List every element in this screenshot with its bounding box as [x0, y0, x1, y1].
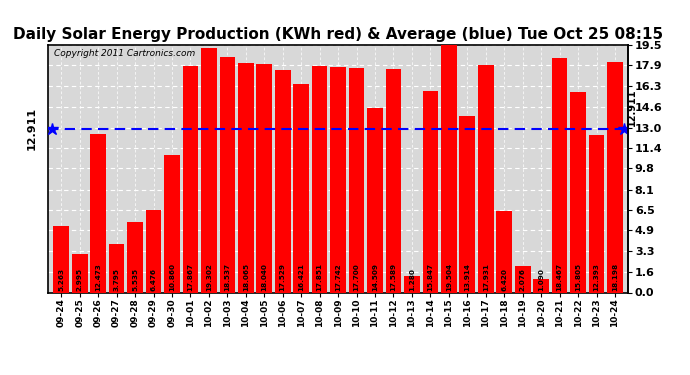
Bar: [348, 68, 364, 292]
Text: 15.805: 15.805: [575, 262, 581, 291]
Text: 18.537: 18.537: [224, 262, 230, 291]
Text: 18.065: 18.065: [243, 262, 249, 291]
Bar: [533, 279, 549, 292]
Bar: [219, 57, 235, 292]
Bar: [367, 108, 383, 292]
Bar: [201, 48, 217, 292]
Text: 5.263: 5.263: [58, 268, 64, 291]
Text: 13.914: 13.914: [464, 263, 471, 291]
Text: 17.529: 17.529: [279, 262, 286, 291]
Text: 12.393: 12.393: [593, 263, 600, 291]
Text: 2.076: 2.076: [520, 268, 526, 291]
Text: 5.535: 5.535: [132, 267, 138, 291]
Bar: [607, 62, 623, 292]
Title: Daily Solar Energy Production (KWh red) & Average (blue) Tue Oct 25 08:15: Daily Solar Energy Production (KWh red) …: [13, 27, 663, 42]
Text: 12.473: 12.473: [95, 263, 101, 291]
Bar: [293, 84, 309, 292]
Text: 19.302: 19.302: [206, 263, 212, 291]
Text: 3.795: 3.795: [114, 268, 119, 291]
Bar: [183, 66, 198, 292]
Text: 12.911: 12.911: [27, 107, 37, 150]
Text: 1.090: 1.090: [538, 268, 544, 291]
Bar: [312, 66, 328, 292]
Text: 17.742: 17.742: [335, 263, 341, 291]
Text: 17.589: 17.589: [391, 262, 397, 291]
Text: 10.860: 10.860: [169, 262, 175, 291]
Bar: [109, 244, 124, 292]
Bar: [478, 65, 493, 292]
Bar: [441, 45, 457, 292]
Text: 18.467: 18.467: [557, 262, 562, 291]
Bar: [570, 92, 586, 292]
Bar: [90, 134, 106, 292]
Text: 18.040: 18.040: [262, 263, 267, 291]
Text: 15.847: 15.847: [427, 262, 433, 291]
Text: 14.509: 14.509: [372, 262, 378, 291]
Bar: [146, 210, 161, 292]
Bar: [404, 276, 420, 292]
Bar: [53, 226, 69, 292]
Bar: [72, 255, 88, 292]
Bar: [515, 266, 531, 292]
Text: 1.280: 1.280: [409, 268, 415, 291]
Bar: [127, 222, 143, 292]
Text: 19.504: 19.504: [446, 262, 452, 291]
Text: 16.421: 16.421: [298, 263, 304, 291]
Bar: [589, 135, 604, 292]
Bar: [257, 63, 272, 292]
Text: Copyright 2011 Cartronics.com: Copyright 2011 Cartronics.com: [54, 49, 195, 58]
Text: 12.911: 12.911: [627, 88, 637, 126]
Bar: [238, 63, 254, 292]
Bar: [331, 68, 346, 292]
Bar: [386, 69, 402, 292]
Text: 17.931: 17.931: [483, 263, 489, 291]
Bar: [552, 58, 567, 292]
Text: 17.851: 17.851: [317, 262, 323, 291]
Text: 17.700: 17.700: [353, 263, 359, 291]
Text: 6.420: 6.420: [501, 268, 507, 291]
Text: 6.476: 6.476: [150, 268, 157, 291]
Text: 2.995: 2.995: [77, 267, 83, 291]
Bar: [496, 211, 512, 292]
Bar: [275, 70, 290, 292]
Text: 18.198: 18.198: [612, 262, 618, 291]
Text: 17.867: 17.867: [188, 262, 193, 291]
Bar: [422, 92, 438, 292]
Bar: [460, 116, 475, 292]
Bar: [164, 154, 180, 292]
